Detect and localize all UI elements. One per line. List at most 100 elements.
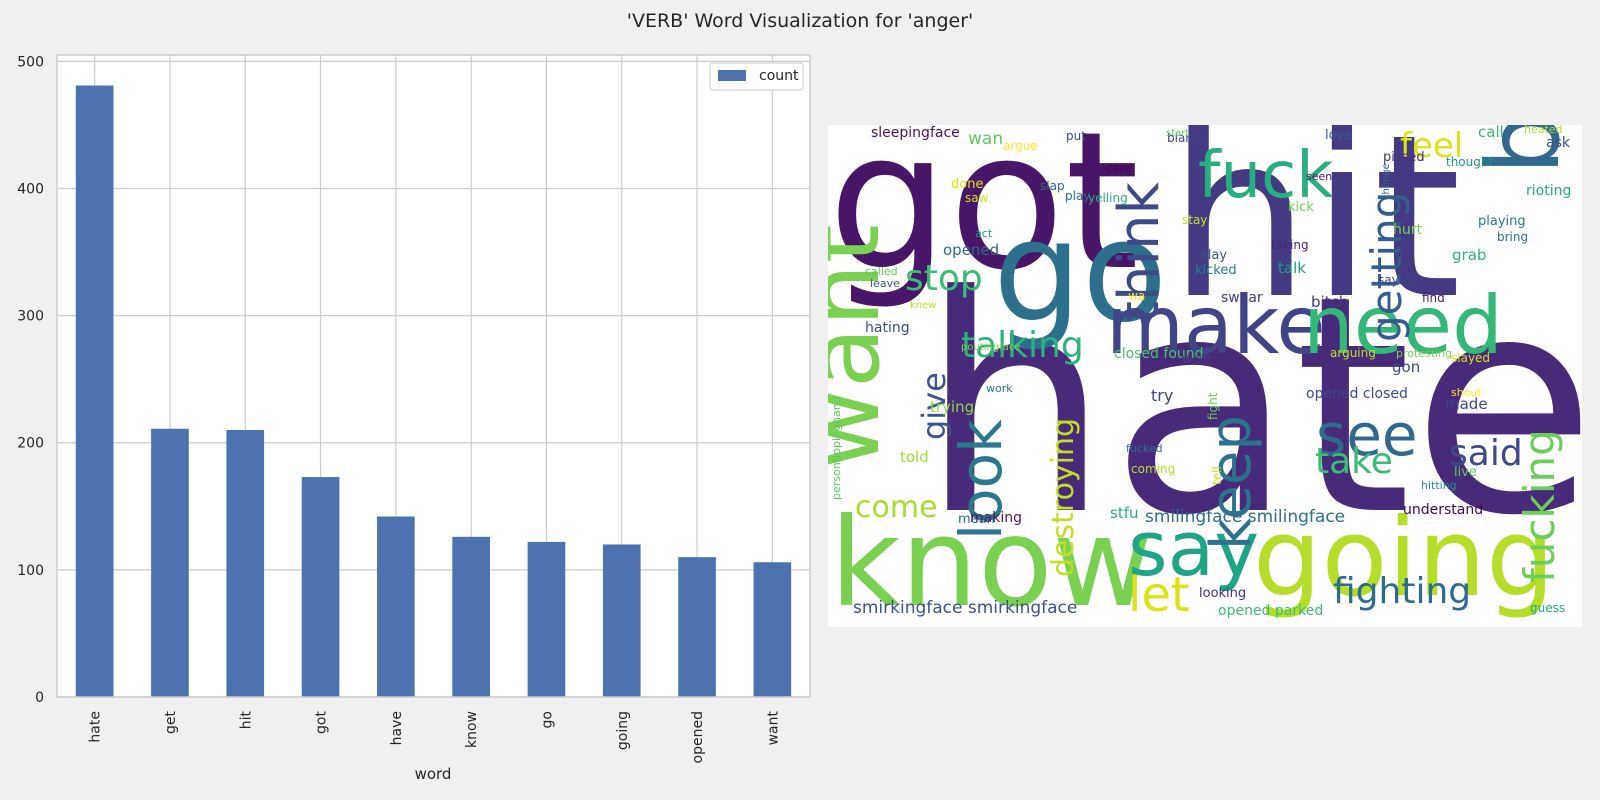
word-cloud-word: try (1151, 386, 1173, 405)
word-cloud-word: opened parked (1218, 603, 1323, 619)
word-cloud-word: smirkingface smirkingface (853, 598, 1077, 618)
word-cloud-word: hitting (1421, 479, 1457, 492)
bar-go (527, 541, 566, 697)
word-cloud-word: need (1303, 279, 1503, 372)
word-cloud-word: know (830, 492, 1152, 627)
word-cloud-word: shout (1451, 386, 1482, 399)
word-cloud-word: talking (961, 325, 1084, 366)
word-cloud-word: feel (1400, 126, 1463, 166)
figure-title: 'VERB' Word Visualization for 'anger' (626, 10, 974, 32)
word-cloud-word: pissed (1383, 150, 1425, 165)
y-tick-label: 100 (17, 563, 44, 579)
word-cloud-word: slay (1201, 248, 1227, 263)
word-cloud-word: knew (910, 300, 936, 311)
bar-got (301, 477, 340, 697)
word-cloud-word: hit (1168, 125, 1461, 349)
word-cloud-word: wish (1182, 352, 1211, 367)
word-cloud-word: gon (1392, 358, 1420, 376)
word-cloud-word: keep (1199, 415, 1264, 550)
word-cloud-word: mean (958, 512, 995, 527)
word-cloud-word: find (1422, 291, 1445, 305)
word-cloud-word: hating (865, 320, 910, 336)
word-cloud-word: got (828, 125, 1139, 312)
word-cloud-word: bout (1465, 125, 1582, 175)
word-cloud-word: said (1449, 433, 1523, 474)
bar-opened (678, 557, 716, 697)
word-cloud-word: grab (1452, 246, 1486, 264)
word-cloud-word: opened closed (1306, 386, 1408, 402)
bar-hit (226, 430, 265, 697)
bar-chart: 0 100 200 300 400 500 hate get hit got have know go… (17, 54, 811, 783)
word-cloud-word: put (1066, 129, 1086, 143)
word-cloud-word: see (1316, 401, 1418, 469)
word-cloud-word: playing (1478, 214, 1526, 229)
word-cloud-word: want (828, 224, 902, 470)
word-cloud-word: talk (1278, 259, 1306, 277)
x-tick-label: want (765, 711, 781, 746)
word-cloud-word: tell (1210, 466, 1224, 485)
bar-have (377, 516, 415, 697)
word-cloud-word: sleepingface (871, 125, 960, 141)
word-cloud-word: smilingface smilingface (1145, 507, 1345, 527)
word-cloud-word: stfu (1110, 504, 1138, 522)
x-tick-label: hit (238, 711, 254, 730)
word-cloud-word: going (1253, 496, 1555, 621)
y-tick-label: 200 (17, 436, 44, 452)
x-tick-label: opened (690, 711, 706, 763)
x-tick-label: have (389, 711, 405, 745)
word-cloud-word: heated (1524, 125, 1563, 136)
word-cloud-word: leave (870, 277, 900, 290)
word-cloud-word: making (970, 510, 1022, 526)
word-cloud-word: called (865, 265, 898, 278)
word-cloud-word: look (947, 419, 1015, 540)
word-cloud-word: trying (930, 398, 974, 416)
word-cloud-word: stop (905, 258, 983, 299)
word-cloud-word: stay (1182, 213, 1207, 227)
word-cloud-word: getting (1362, 192, 1411, 342)
x-tick-label: hate (88, 711, 104, 743)
x-tick-label: know (464, 711, 480, 748)
word-cloud-word: hurt (1393, 222, 1423, 238)
word-cloud-word: start (1166, 128, 1189, 139)
word-cloud-word: come (855, 490, 938, 525)
word-cloud-word: slap (1040, 179, 1065, 193)
bar-get (151, 428, 189, 697)
word-cloud-word: work (986, 382, 1013, 395)
legend-box (709, 62, 804, 91)
word-cloud-word: looking (1199, 586, 1246, 601)
legend-swatch (718, 70, 746, 81)
word-cloud-word: thought (1446, 155, 1493, 169)
x-axis-title: word (415, 765, 452, 783)
word-cloud-word: saw (965, 191, 989, 205)
word-cloud-word: say (1128, 504, 1259, 593)
word-cloud-word: care (1106, 161, 1132, 175)
word-cloud-word: give (915, 372, 953, 440)
word-cloud-word: saying (1378, 273, 1417, 287)
word-cloud-word: protesting (1396, 347, 1452, 360)
word-cloud-word: love (1325, 128, 1352, 143)
legend-label: count (759, 68, 799, 84)
word-cloud-word: bitch (1311, 293, 1348, 311)
word-cloud-word: taking (1271, 238, 1309, 252)
y-tick-label: 400 (17, 181, 44, 197)
word-cloud-word: make (1106, 279, 1326, 372)
word-cloud-word: swear (1221, 290, 1263, 306)
word-cloud-word: rioting (1526, 183, 1571, 199)
word-cloud-word: fight (1206, 392, 1220, 420)
word-cloud-word: let (1128, 567, 1190, 623)
word-cloud-word: fucked (1126, 442, 1163, 455)
bar-know (452, 536, 490, 697)
word-cloud-word: act (975, 227, 993, 240)
word-cloud-word: arguing (1330, 346, 1376, 360)
word-cloud-word: call (1478, 125, 1504, 141)
word-cloud-word: kicked (1195, 263, 1237, 278)
word-cloud-word: fighting (1333, 571, 1471, 612)
word-cloud-word: argue (1003, 139, 1038, 153)
x-tick-label: go (539, 711, 555, 728)
x-tick-label: got (314, 711, 330, 734)
y-tick-label: 500 (17, 54, 44, 70)
word-cloud-word: guess (1530, 601, 1565, 615)
word-cloud-word: change (1381, 163, 1392, 200)
plot-frame (56, 54, 811, 698)
